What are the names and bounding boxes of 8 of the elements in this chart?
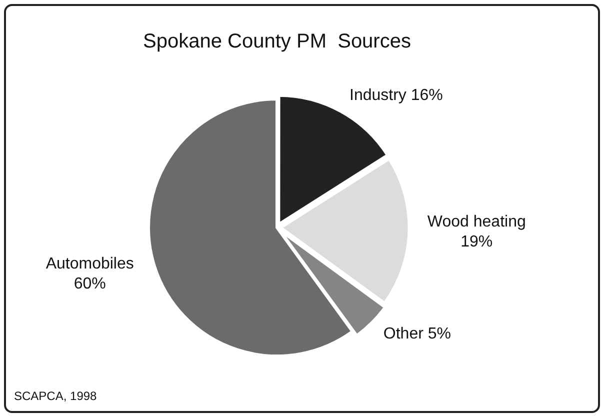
slice-label: Industry 16% bbox=[350, 87, 443, 104]
data-label: 19% bbox=[460, 234, 493, 251]
slice-label: Automobiles bbox=[46, 255, 134, 272]
text: SCAPCA, 1998 bbox=[14, 389, 97, 403]
slice-label: Wood heating bbox=[427, 214, 526, 231]
slice-label: Other 5% bbox=[383, 325, 452, 342]
chart-title: Spokane County PM Sources bbox=[143, 30, 411, 53]
data-label: 60% bbox=[74, 275, 106, 292]
